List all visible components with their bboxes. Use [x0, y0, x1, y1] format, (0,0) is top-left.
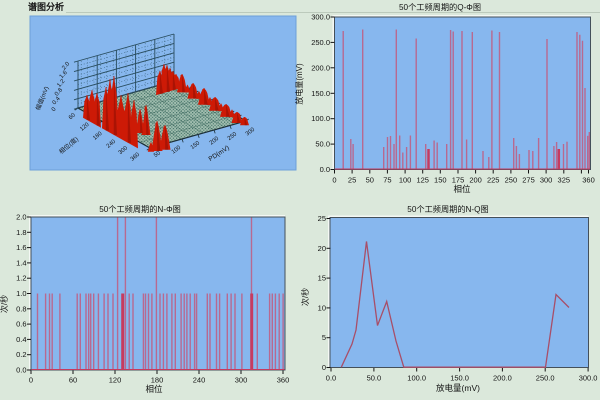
- svg-text:150: 150: [434, 176, 447, 185]
- svg-text:0.2: 0.2: [16, 350, 26, 359]
- svg-text:放电量(mV): 放电量(mV): [436, 383, 480, 393]
- svg-text:15: 15: [318, 274, 326, 283]
- svg-text:20: 20: [318, 244, 326, 253]
- svg-text:100: 100: [399, 176, 412, 185]
- svg-text:50个工频周期的Q-Φ图: 50个工频周期的Q-Φ图: [399, 2, 481, 12]
- svg-text:360: 360: [582, 176, 595, 185]
- svg-text:0.4: 0.4: [16, 335, 26, 344]
- svg-text:275: 275: [522, 176, 535, 185]
- svg-text:0: 0: [29, 376, 33, 385]
- svg-text:180: 180: [151, 376, 164, 385]
- svg-text:相位: 相位: [145, 384, 163, 394]
- svg-text:325: 325: [558, 176, 571, 185]
- svg-text:1.6: 1.6: [16, 243, 26, 252]
- svg-text:0.6: 0.6: [16, 320, 26, 329]
- svg-text:125: 125: [416, 176, 429, 185]
- svg-text:0.0: 0.0: [16, 366, 26, 375]
- svg-text:200.0: 200.0: [493, 374, 512, 383]
- svg-text:次/秒: 次/秒: [0, 295, 9, 313]
- svg-text:175: 175: [452, 176, 465, 185]
- svg-text:0.4: 0.4: [52, 96, 62, 107]
- svg-text:50: 50: [366, 176, 374, 185]
- svg-text:次/秒: 次/秒: [300, 288, 310, 306]
- svg-text:360: 360: [130, 152, 141, 163]
- svg-text:225: 225: [487, 176, 500, 185]
- svg-text:1.4: 1.4: [16, 258, 26, 267]
- svg-text:150.0: 150.0: [450, 374, 469, 383]
- svg-text:100.0: 100.0: [311, 114, 330, 123]
- svg-text:5: 5: [322, 333, 326, 342]
- svg-text:300.0: 300.0: [311, 13, 330, 22]
- svg-text:谱图分析: 谱图分析: [28, 1, 64, 12]
- svg-text:120: 120: [109, 376, 122, 385]
- svg-text:360: 360: [277, 376, 290, 385]
- svg-text:50.0: 50.0: [367, 374, 382, 383]
- svg-text:100: 100: [171, 145, 182, 156]
- svg-text:250.0: 250.0: [536, 374, 555, 383]
- svg-text:1.8: 1.8: [16, 228, 26, 237]
- svg-text:300: 300: [540, 176, 553, 185]
- svg-text:0: 0: [51, 106, 58, 113]
- svg-text:200: 200: [469, 176, 482, 185]
- svg-text:0.8: 0.8: [54, 87, 64, 98]
- svg-text:100.0: 100.0: [407, 374, 426, 383]
- svg-text:240: 240: [106, 139, 117, 150]
- svg-text:1.2: 1.2: [16, 274, 26, 283]
- svg-text:50个工频周期的N-Φ图: 50个工频周期的N-Φ图: [99, 204, 181, 214]
- svg-text:25: 25: [318, 214, 326, 223]
- svg-text:0.0: 0.0: [326, 374, 336, 383]
- svg-text:300: 300: [245, 127, 256, 138]
- svg-text:50个工频周期的N-Q图: 50个工频周期的N-Q图: [407, 204, 488, 214]
- svg-text:1.0: 1.0: [16, 289, 26, 298]
- svg-text:相位: 相位: [453, 184, 471, 194]
- svg-text:10: 10: [318, 303, 326, 312]
- svg-text:50.0: 50.0: [315, 140, 330, 149]
- svg-text:300: 300: [235, 376, 248, 385]
- svg-text:250: 250: [227, 131, 238, 142]
- svg-text:250: 250: [505, 176, 518, 185]
- svg-text:1.2: 1.2: [56, 78, 66, 89]
- svg-text:0: 0: [332, 176, 336, 185]
- svg-text:120: 120: [79, 122, 90, 133]
- svg-text:75: 75: [383, 176, 391, 185]
- svg-text:0.8: 0.8: [16, 304, 26, 313]
- svg-text:0: 0: [322, 363, 326, 372]
- svg-text:2.0: 2.0: [61, 61, 71, 72]
- svg-text:180: 180: [92, 131, 103, 142]
- svg-text:200.0: 200.0: [311, 63, 330, 72]
- svg-text:2.0: 2.0: [16, 213, 26, 222]
- svg-text:300: 300: [118, 145, 129, 156]
- svg-text:150.0: 150.0: [311, 89, 330, 98]
- svg-text:0.0: 0.0: [320, 165, 330, 174]
- svg-text:60: 60: [69, 376, 77, 385]
- svg-text:150: 150: [190, 140, 201, 151]
- svg-text:50: 50: [153, 150, 162, 159]
- svg-text:60: 60: [68, 112, 77, 121]
- svg-text:1.6: 1.6: [59, 69, 69, 80]
- svg-text:25: 25: [348, 176, 356, 185]
- svg-text:250.0: 250.0: [311, 38, 330, 47]
- svg-text:300.0: 300.0: [579, 374, 598, 383]
- svg-text:240: 240: [193, 376, 206, 385]
- svg-text:200: 200: [209, 136, 220, 147]
- svg-text:放电量(mV): 放电量(mV): [294, 63, 304, 105]
